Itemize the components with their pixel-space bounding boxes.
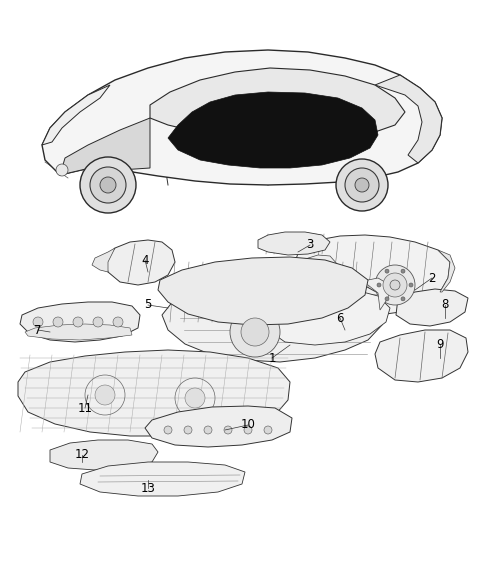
- Text: 12: 12: [74, 448, 89, 461]
- Circle shape: [53, 317, 63, 327]
- Polygon shape: [162, 273, 385, 362]
- Text: 9: 9: [436, 338, 444, 351]
- Circle shape: [90, 167, 126, 203]
- Polygon shape: [268, 290, 390, 345]
- Polygon shape: [145, 406, 292, 447]
- Circle shape: [100, 177, 116, 193]
- Text: 13: 13: [141, 482, 156, 495]
- Text: 4: 4: [141, 253, 149, 266]
- Polygon shape: [396, 289, 468, 326]
- Circle shape: [375, 265, 415, 305]
- Circle shape: [33, 317, 43, 327]
- Circle shape: [355, 178, 369, 192]
- Circle shape: [56, 164, 68, 176]
- Circle shape: [401, 297, 405, 301]
- Circle shape: [244, 426, 252, 434]
- Circle shape: [241, 318, 269, 346]
- Circle shape: [73, 317, 83, 327]
- Circle shape: [80, 157, 136, 213]
- Circle shape: [224, 426, 232, 434]
- Circle shape: [336, 159, 388, 211]
- Text: 2: 2: [428, 271, 436, 284]
- Polygon shape: [292, 255, 338, 285]
- Circle shape: [184, 426, 192, 434]
- Text: 5: 5: [144, 298, 152, 311]
- Circle shape: [401, 269, 405, 273]
- Polygon shape: [42, 85, 110, 145]
- Text: 11: 11: [77, 401, 93, 415]
- Circle shape: [390, 280, 400, 290]
- Polygon shape: [80, 462, 245, 496]
- Circle shape: [345, 168, 379, 202]
- Circle shape: [204, 426, 212, 434]
- Circle shape: [383, 273, 407, 297]
- Circle shape: [264, 426, 272, 434]
- Polygon shape: [168, 92, 378, 168]
- Polygon shape: [92, 248, 115, 272]
- Circle shape: [113, 317, 123, 327]
- Circle shape: [385, 297, 389, 301]
- Circle shape: [93, 317, 103, 327]
- Circle shape: [185, 388, 205, 408]
- Polygon shape: [105, 240, 175, 285]
- Text: 1: 1: [268, 351, 276, 365]
- Circle shape: [164, 426, 172, 434]
- Text: 3: 3: [306, 238, 314, 252]
- Text: 7: 7: [34, 324, 42, 337]
- Polygon shape: [258, 232, 330, 255]
- Polygon shape: [375, 330, 468, 382]
- Polygon shape: [375, 75, 442, 163]
- Polygon shape: [25, 324, 132, 340]
- Circle shape: [377, 283, 381, 287]
- Polygon shape: [42, 50, 442, 185]
- Polygon shape: [438, 250, 455, 292]
- Polygon shape: [18, 350, 290, 436]
- Circle shape: [230, 307, 280, 357]
- Circle shape: [385, 269, 389, 273]
- Polygon shape: [358, 278, 390, 310]
- Polygon shape: [158, 257, 368, 325]
- Polygon shape: [20, 302, 140, 342]
- Circle shape: [95, 385, 115, 405]
- Text: 6: 6: [336, 311, 344, 324]
- Polygon shape: [60, 118, 150, 175]
- Polygon shape: [150, 68, 405, 138]
- Polygon shape: [292, 235, 450, 316]
- Text: 8: 8: [441, 298, 449, 311]
- Circle shape: [409, 283, 413, 287]
- Polygon shape: [50, 440, 158, 470]
- Text: 10: 10: [240, 419, 255, 432]
